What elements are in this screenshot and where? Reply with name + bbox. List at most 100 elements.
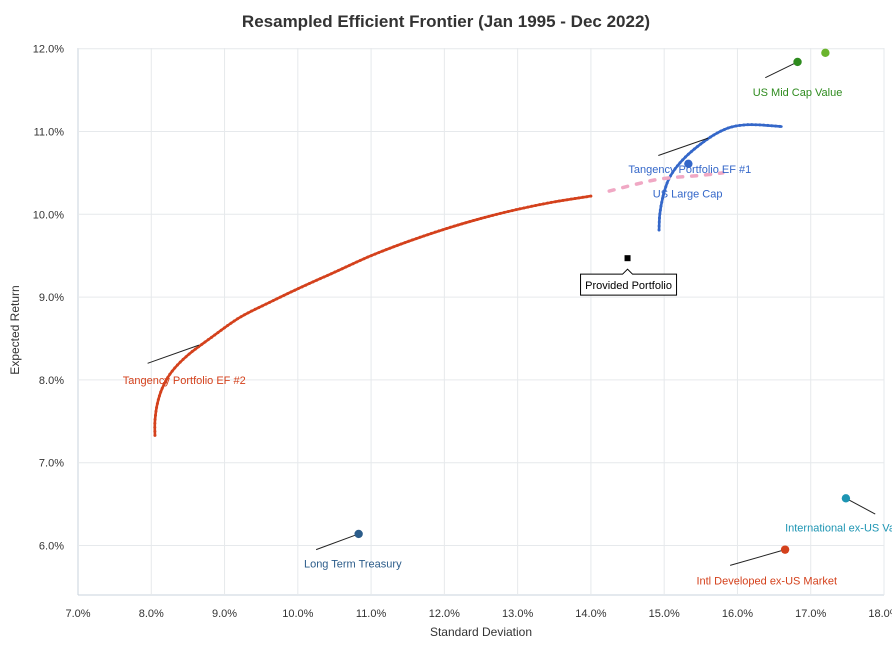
- frontier-0-point: [315, 278, 319, 282]
- frontier-1-point: [766, 123, 770, 127]
- annotation-label: US Large Cap: [653, 189, 723, 201]
- frontier-0-line: [153, 194, 593, 437]
- x-tick-label: 13.0%: [502, 608, 533, 620]
- y-tick-label: 10.0%: [33, 209, 64, 221]
- frontier-0-point: [318, 277, 322, 281]
- frontier-1-point: [657, 220, 661, 224]
- frontier-0-point: [553, 200, 557, 204]
- x-tick-label: 8.0%: [139, 608, 164, 620]
- frontier-0-point: [437, 229, 441, 233]
- frontier-0-point: [399, 242, 403, 246]
- frontier-1-point: [689, 150, 693, 154]
- annotation-label: Long Term Treasury: [304, 559, 402, 571]
- frontier-0-point: [222, 326, 226, 330]
- frontier-0-point: [340, 267, 344, 271]
- frontier-0-point: [166, 376, 170, 380]
- leader-line: [845, 497, 876, 515]
- frontier-0-point: [581, 195, 585, 199]
- frontier-0-point: [441, 228, 445, 232]
- frontier-0-point: [366, 255, 370, 259]
- frontier-0-point: [157, 394, 161, 398]
- frontier-0-point: [495, 212, 499, 216]
- frontier-0-point: [293, 288, 297, 292]
- frontier-1-point: [661, 196, 665, 200]
- frontier-0-point: [418, 235, 422, 239]
- frontier-0-point: [155, 405, 159, 409]
- asset-point: [793, 57, 802, 67]
- frontier-1-point: [754, 123, 758, 127]
- frontier-0-point: [395, 243, 399, 247]
- frontier-0-point: [326, 273, 330, 277]
- annotation-label: Tangency Portfolio EF #1: [628, 164, 751, 176]
- x-tick-label: 14.0%: [575, 608, 606, 620]
- frontier-0-point: [193, 347, 197, 351]
- frontier-1-point: [774, 124, 778, 128]
- frontier-1-point: [671, 170, 675, 174]
- x-axis-title: Standard Deviation: [430, 625, 532, 639]
- frontier-0-point: [304, 283, 308, 287]
- leader-line: [729, 549, 786, 566]
- frontier-0-point: [159, 390, 163, 394]
- x-tick-label: 9.0%: [212, 608, 237, 620]
- frontier-0-point: [168, 372, 172, 376]
- frontier-0-point: [311, 280, 315, 284]
- frontier-0-point: [184, 355, 188, 359]
- frontier-0-point: [250, 309, 254, 313]
- frontier-0-point: [200, 342, 204, 346]
- frontier-0-point: [557, 199, 561, 203]
- frontier-0-point: [569, 197, 573, 201]
- frontier-1-point: [673, 167, 677, 171]
- frontier-1-point: [678, 161, 682, 165]
- chart-title: Resampled Efficient Frontier (Jan 1995 -…: [242, 12, 650, 31]
- frontier-2-line: [607, 171, 725, 193]
- x-tick-label: 15.0%: [649, 608, 680, 620]
- frontier-0-point: [491, 213, 495, 217]
- frontier-0-point: [160, 386, 164, 390]
- x-tick-label: 16.0%: [722, 608, 753, 620]
- frontier-0-point: [337, 268, 341, 272]
- frontier-1-point: [657, 228, 661, 232]
- frontier-0-point: [448, 225, 452, 229]
- frontier-0-point: [392, 245, 396, 249]
- frontier-0-point: [271, 299, 275, 303]
- frontier-0-point: [499, 211, 503, 215]
- frontier-0-point: [510, 209, 514, 213]
- frontier-0-point: [307, 282, 311, 286]
- frontier-0-point: [153, 413, 157, 417]
- frontier-0-point: [162, 383, 166, 387]
- frontier-0-point: [429, 231, 433, 235]
- frontier-1-point: [662, 192, 666, 196]
- frontier-1-point: [770, 124, 774, 128]
- frontier-0-point: [329, 272, 333, 276]
- frontier-1-point: [762, 123, 766, 127]
- frontier-0-point: [155, 402, 159, 406]
- frontier-0-point: [300, 285, 304, 289]
- annotation-label: International ex-US Value: [785, 522, 892, 534]
- provided-portfolio-callout: [580, 268, 678, 296]
- frontier-0-point: [232, 319, 236, 323]
- frontier-0-point: [445, 226, 449, 230]
- frontier-1-point: [712, 133, 716, 137]
- frontier-0-point: [153, 421, 157, 425]
- frontier-1-point: [686, 152, 690, 156]
- frontier-0-point: [268, 300, 272, 304]
- x-tick-label: 10.0%: [282, 608, 313, 620]
- frontier-1-point: [750, 123, 754, 127]
- frontier-1-point: [681, 158, 685, 162]
- provided-portfolio-marker: [624, 255, 631, 262]
- frontier-0-point: [522, 206, 526, 210]
- annotation-label: US Mid Cap Value: [753, 87, 843, 99]
- frontier-1-point: [669, 174, 673, 178]
- frontier-0-point: [433, 230, 437, 234]
- frontier-0-point: [452, 224, 456, 228]
- frontier-0-point: [282, 293, 286, 297]
- frontier-0-point: [561, 198, 565, 202]
- frontier-0-point: [213, 333, 217, 337]
- frontier-0-point: [403, 241, 407, 245]
- frontier-1-point: [734, 124, 738, 128]
- frontier-0-point: [289, 290, 293, 294]
- x-tick-label: 7.0%: [65, 608, 90, 620]
- frontier-0-point: [506, 209, 510, 213]
- frontier-0-point: [187, 352, 191, 356]
- frontier-1-point: [722, 127, 726, 131]
